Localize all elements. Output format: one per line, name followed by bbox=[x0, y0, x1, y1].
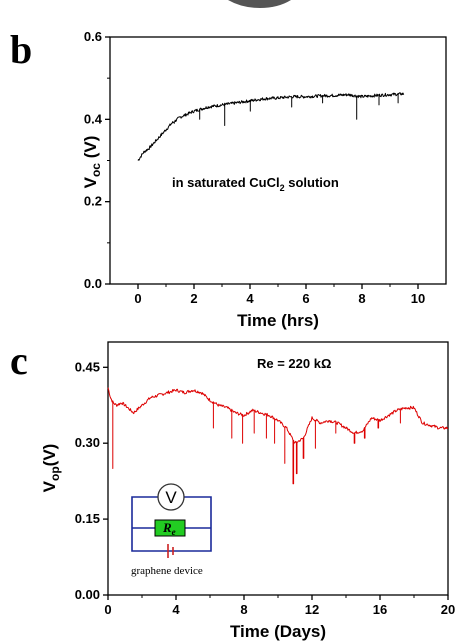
panel-b: b 0 2 4 6 8 10 0.0 0.2 0.4 0.6 Time (hrs) Voc (V… bbox=[10, 27, 447, 330]
voltmeter-icon bbox=[157, 483, 185, 511]
x-tick-label: 8 bbox=[240, 602, 247, 617]
y-tick-label: 0.00 bbox=[75, 587, 100, 602]
x-tick-label: 4 bbox=[172, 602, 180, 617]
circuit-wires bbox=[131, 496, 212, 552]
top-cropped-shape bbox=[228, 0, 291, 8]
inset-caption: graphene device bbox=[131, 565, 203, 577]
plot-frame bbox=[107, 341, 449, 596]
y-tick-label: 0.4 bbox=[84, 111, 103, 126]
y-tick-label: 0.45 bbox=[75, 359, 100, 374]
y-tick-label: 0.15 bbox=[75, 511, 100, 526]
y-tick-label: 0.2 bbox=[84, 194, 102, 209]
plot-frame bbox=[109, 36, 447, 285]
circuit-inset: V Re graphene device bbox=[131, 483, 212, 577]
x-tick-label: 12 bbox=[305, 602, 319, 617]
x-tick-label: 6 bbox=[302, 291, 309, 306]
series-line bbox=[137, 92, 405, 161]
y-tick-label: 0.0 bbox=[84, 276, 102, 291]
resistor-label: Re bbox=[162, 520, 176, 537]
annotation: in saturated CuCl2 solution bbox=[172, 175, 339, 193]
resistor-icon bbox=[154, 519, 186, 537]
data-series bbox=[107, 387, 449, 485]
battery-icon bbox=[167, 544, 174, 558]
y-axis-title: Vop(V) bbox=[40, 444, 62, 493]
annotation: Re = 220 kΩ bbox=[257, 356, 331, 371]
x-tick-label: 8 bbox=[358, 291, 365, 306]
y-tick-label: 0.30 bbox=[75, 435, 100, 450]
x-tick-label: 16 bbox=[373, 602, 387, 617]
y-axis-title: Voc (V) bbox=[81, 136, 103, 189]
x-tick-label: 0 bbox=[104, 602, 111, 617]
x-axis-ticks: 0 4 8 12 16 20 bbox=[104, 595, 455, 617]
voltmeter-label: V bbox=[165, 488, 177, 507]
x-axis-ticks: 0 2 4 6 8 10 bbox=[134, 284, 425, 306]
y-axis-ticks: 0.0 0.2 0.4 0.6 bbox=[84, 29, 110, 291]
x-axis-title: Time (Days) bbox=[230, 622, 326, 641]
x-axis-title: Time (hrs) bbox=[237, 311, 319, 330]
panel-c: c 0 4 8 12 16 20 0.00 0.15 0.30 0.45 Time (Days)… bbox=[10, 338, 455, 641]
x-tick-label: 0 bbox=[134, 291, 141, 306]
x-tick-label: 20 bbox=[441, 602, 455, 617]
data-series bbox=[137, 92, 405, 161]
panel-letter-c: c bbox=[10, 338, 28, 383]
x-tick-label: 10 bbox=[411, 291, 425, 306]
series-line bbox=[107, 387, 449, 485]
panel-letter-b: b bbox=[10, 27, 32, 72]
y-axis-ticks: 0.00 0.15 0.30 0.45 bbox=[75, 359, 108, 602]
x-tick-label: 4 bbox=[246, 291, 254, 306]
x-tick-label: 2 bbox=[190, 291, 197, 306]
y-tick-label: 0.6 bbox=[84, 29, 102, 44]
